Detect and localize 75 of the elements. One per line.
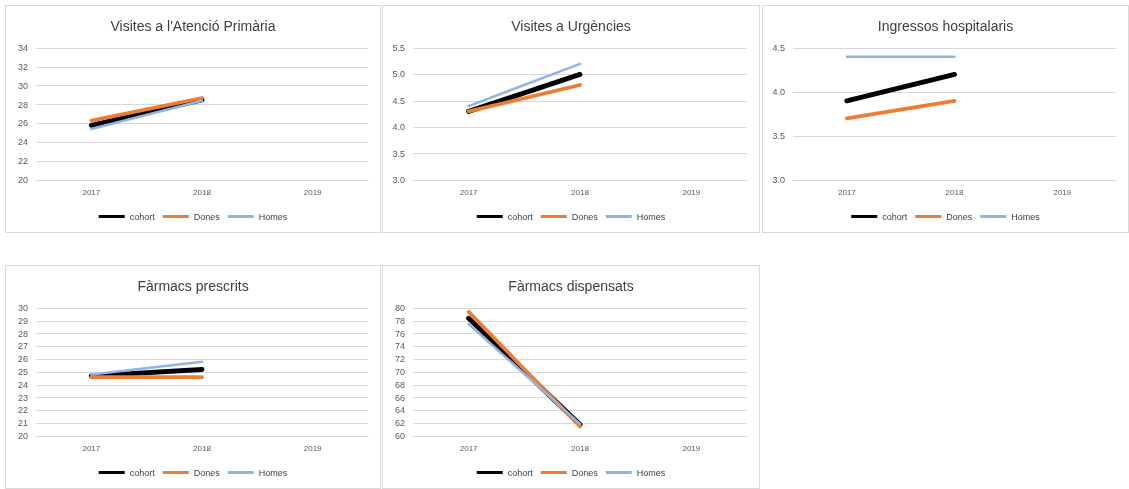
x-tick-label: 2018: [571, 187, 590, 197]
x-tick-label: 2019: [1053, 187, 1072, 197]
y-tick-label: 32: [17, 61, 28, 72]
legend-label: Dones: [571, 467, 599, 478]
y-tick-label: 3.5: [772, 131, 785, 141]
y-tick-label: 4.0: [392, 122, 405, 133]
y-tick-label: 68: [394, 379, 405, 390]
y-tick-label: 25: [17, 367, 28, 377]
y-tick-label: 23: [17, 392, 28, 403]
y-tick-label: 72: [394, 354, 405, 365]
y-tick-label: 28: [17, 328, 28, 339]
y-tick-label: 20: [17, 431, 28, 441]
y-tick-label: 3.5: [392, 148, 405, 159]
y-tick-label: 30: [17, 80, 28, 91]
y-tick-label: 22: [17, 405, 28, 416]
x-tick-label: 2019: [682, 443, 701, 453]
y-tick-label: 28: [17, 99, 28, 110]
legend-label: Homes: [1011, 211, 1041, 222]
x-tick-label: 2019: [303, 187, 323, 197]
y-tick-label: 74: [394, 341, 405, 352]
y-tick-label: 78: [394, 315, 405, 326]
legend-label: Dones: [946, 211, 973, 222]
legend-label: Dones: [193, 211, 221, 222]
chart-title: Ingressos hospitalaris: [877, 18, 1014, 34]
y-tick-label: 26: [17, 354, 28, 365]
x-tick-label: 2017: [459, 443, 479, 453]
x-tick-label: 2017: [837, 187, 857, 197]
x-tick-label: 2018: [193, 187, 212, 197]
y-tick-label: 76: [394, 328, 405, 339]
legend-label: cohort: [129, 211, 156, 222]
y-tick-label: 64: [394, 405, 405, 416]
x-tick-label: 2018: [193, 443, 212, 453]
x-tick-label: 2017: [459, 187, 479, 197]
y-tick-label: 80: [394, 303, 405, 313]
y-tick-label: 27: [17, 341, 28, 352]
y-tick-label: 62: [394, 418, 405, 429]
legend-label: cohort: [882, 211, 908, 222]
legend-label: Homes: [636, 467, 666, 478]
y-tick-label: 3.0: [392, 175, 405, 185]
x-tick-label: 2017: [82, 187, 101, 197]
legend-label: Homes: [636, 211, 666, 222]
legend-label: Dones: [193, 467, 221, 478]
x-tick-label: 2018: [945, 187, 964, 197]
y-tick-label: 4.0: [772, 87, 785, 97]
y-tick-label: 3.0: [772, 175, 785, 185]
y-tick-label: 60: [394, 431, 405, 441]
chart-title: Visites a Urgències: [511, 18, 631, 34]
chart-title: Fàrmacs dispensats: [508, 278, 634, 294]
y-tick-label: 66: [394, 392, 405, 403]
y-tick-label: 20: [17, 175, 28, 185]
y-tick-label: 5.0: [392, 69, 405, 80]
y-tick-label: 24: [17, 137, 28, 148]
x-tick-label: 2017: [82, 443, 101, 453]
legend-label: Homes: [258, 467, 288, 478]
chart-title: Fàrmacs prescrits: [137, 278, 249, 294]
y-tick-label: 4.5: [392, 95, 405, 106]
legend-label: Homes: [258, 211, 288, 222]
x-tick-label: 2019: [303, 443, 323, 453]
y-tick-label: 5.5: [392, 43, 405, 53]
y-tick-label: 26: [17, 118, 28, 129]
x-tick-label: 2019: [682, 187, 701, 197]
y-tick-label: 4.5: [772, 43, 785, 53]
y-tick-label: 21: [17, 418, 28, 429]
y-tick-label: 30: [17, 303, 28, 313]
legend-label: cohort: [129, 467, 156, 478]
legend-label: cohort: [507, 211, 534, 222]
legend-label: cohort: [507, 467, 534, 478]
legend-label: Dones: [571, 211, 599, 222]
y-tick-label: 29: [17, 315, 28, 326]
y-tick-label: 24: [17, 379, 28, 390]
y-tick-label: 70: [394, 367, 405, 377]
y-tick-label: 22: [17, 156, 28, 167]
x-tick-label: 2018: [571, 443, 590, 453]
y-tick-label: 34: [17, 43, 28, 53]
chart-title: Visites a l'Atenció Primària: [110, 18, 276, 34]
